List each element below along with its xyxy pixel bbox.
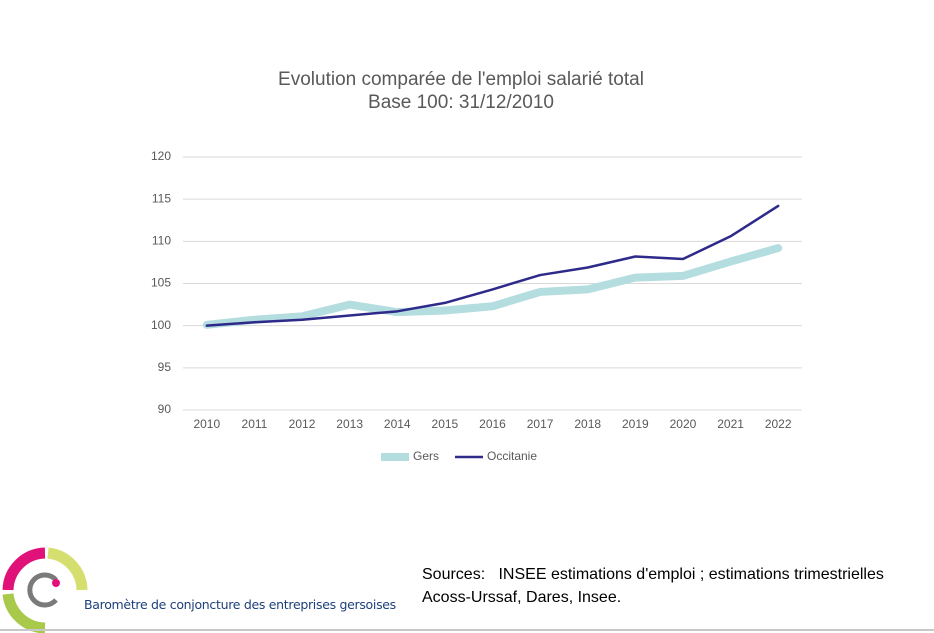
chart-subtitle: Base 100: 31/12/2010 [368,92,554,113]
x-tick-label: 2020 [670,417,697,431]
logo-arc [2,547,46,591]
x-tick-label: 2019 [622,417,649,431]
y-tick-label: 105 [151,276,171,290]
x-tick-label: 2022 [765,417,792,431]
y-tick-label: 115 [152,191,171,205]
x-tick-label: 2010 [193,417,220,431]
logo-arc [47,547,88,591]
x-tick-label: 2011 [242,417,268,431]
logo-dot [52,579,60,587]
sources: Acoss-Urssaf, Dares, Insee. [422,589,622,606]
x-tick-label: 2017 [527,417,554,431]
y-tick-label: 110 [152,234,171,248]
y-tick-label: 120 [151,149,171,163]
x-tick-label: 2021 [717,417,744,431]
x-tick-label: 2018 [574,417,601,431]
legend-label: Gers [413,449,439,463]
logo [2,547,88,633]
y-tick-label: 95 [158,360,172,374]
sources: Sources: INSEE estimations d'emploi ; es… [422,566,884,583]
series-line [205,204,780,327]
legend-label: Occitanie [487,449,537,463]
x-tick-label: 2016 [479,417,506,431]
logo-arc [2,593,46,633]
logo-arc [27,572,58,608]
brand-text: Baromètre de conjoncture des entreprises… [84,597,396,612]
x-tick-label: 2015 [432,417,459,431]
x-tick-label: 2014 [384,417,411,431]
y-tick-label: 90 [158,402,172,416]
x-tick-label: 2012 [289,417,316,431]
series-line [202,244,783,329]
chart-title: Evolution comparée de l'emploi salarié t… [278,69,644,90]
y-tick-label: 100 [151,318,171,332]
x-tick-label: 2013 [336,417,363,431]
